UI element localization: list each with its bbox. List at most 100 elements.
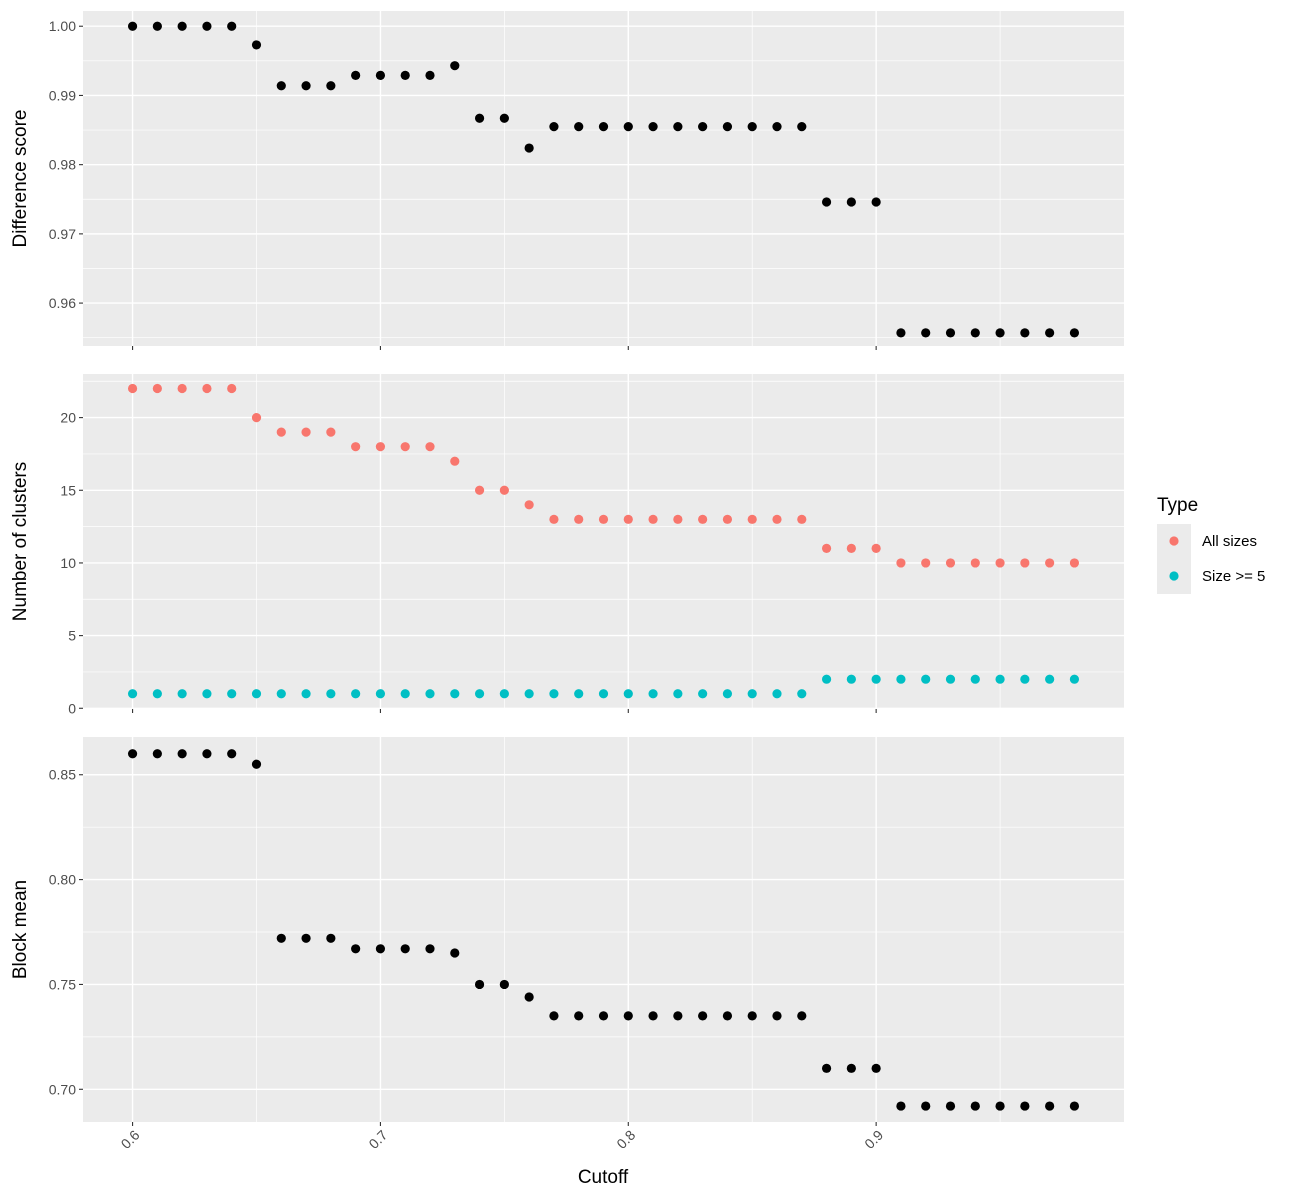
panel-1: 0.96 0.97 0.98 0.99 1.00 Difference score xyxy=(10,11,1124,350)
data-point xyxy=(499,485,509,495)
data-point xyxy=(177,689,187,699)
y-tick-label: 5 xyxy=(68,628,76,644)
data-point xyxy=(574,1011,584,1021)
data-point xyxy=(202,749,212,759)
data-point xyxy=(623,1011,633,1021)
data-point xyxy=(698,121,708,132)
data-point xyxy=(921,674,931,684)
data-point xyxy=(747,689,757,699)
data-point xyxy=(945,558,956,568)
data-point xyxy=(896,674,906,684)
data-point xyxy=(276,689,286,699)
data-point xyxy=(450,948,460,958)
data-point xyxy=(747,1011,757,1021)
y-tick-label: 0.96 xyxy=(49,295,76,311)
data-point xyxy=(251,413,262,423)
data-point xyxy=(871,1063,881,1073)
data-point xyxy=(1020,558,1030,568)
data-point xyxy=(326,933,336,943)
data-point xyxy=(474,979,485,990)
y-tick-label: 0.99 xyxy=(49,87,76,103)
data-point xyxy=(425,944,435,954)
data-point xyxy=(673,1011,683,1021)
data-point xyxy=(623,689,633,699)
data-point xyxy=(474,485,485,495)
data-point xyxy=(871,543,881,554)
legend-key-point xyxy=(1169,536,1179,546)
data-point xyxy=(450,689,460,699)
data-point xyxy=(648,514,658,524)
x-axis: 0.6 0.7 0.8 0.9 xyxy=(118,1127,887,1152)
data-point xyxy=(970,328,980,338)
data-point xyxy=(177,21,187,31)
data-point xyxy=(276,81,286,91)
x-tick-label: 0.8 xyxy=(613,1127,638,1152)
data-point xyxy=(722,689,733,699)
data-point xyxy=(648,689,658,699)
data-point xyxy=(499,689,509,699)
y-tick-label: 0.98 xyxy=(49,157,76,173)
x-tick-label: 0.6 xyxy=(118,1127,143,1152)
data-point xyxy=(995,1101,1005,1111)
data-point xyxy=(772,514,782,524)
y-axis-title: Block mean xyxy=(10,880,31,979)
data-point xyxy=(871,197,881,207)
data-point xyxy=(351,689,361,699)
data-point xyxy=(425,689,435,699)
data-point xyxy=(549,121,559,132)
data-point xyxy=(351,944,361,954)
data-point xyxy=(1020,674,1030,684)
data-point xyxy=(549,514,559,524)
data-point xyxy=(301,689,311,699)
data-point xyxy=(797,514,807,524)
data-point xyxy=(623,121,633,132)
data-point xyxy=(474,689,485,699)
data-point xyxy=(821,543,832,554)
data-point xyxy=(747,121,757,132)
panel-3: 0.70 0.75 0.80 0.85 Block mean xyxy=(10,737,1124,1126)
data-point xyxy=(871,674,881,684)
panel-background xyxy=(83,374,1124,709)
data-point xyxy=(772,1011,782,1021)
data-point xyxy=(1045,674,1055,684)
data-point xyxy=(202,383,212,394)
data-point xyxy=(1020,328,1030,338)
data-point xyxy=(177,383,187,394)
data-point xyxy=(846,674,856,684)
legend-entries: All sizes Size >= 5 xyxy=(1169,533,1265,585)
data-point xyxy=(747,514,757,524)
data-point xyxy=(400,70,410,80)
data-point xyxy=(821,1063,832,1073)
data-point xyxy=(152,689,162,699)
y-tick-label: 0.75 xyxy=(49,976,76,992)
data-point xyxy=(351,70,361,80)
x-tick-label: 0.7 xyxy=(365,1127,390,1152)
series-1 xyxy=(127,383,1080,568)
data-point xyxy=(896,328,906,338)
data-point xyxy=(772,689,782,699)
data-point xyxy=(846,1063,856,1073)
series-1 xyxy=(127,749,1080,1111)
data-point xyxy=(846,543,856,554)
data-point xyxy=(598,514,609,524)
data-point xyxy=(375,70,386,80)
legend-key-background xyxy=(1157,524,1191,594)
data-point xyxy=(896,1101,906,1111)
data-point xyxy=(722,121,733,132)
data-point xyxy=(276,427,286,437)
data-point xyxy=(499,113,509,123)
data-point xyxy=(152,383,162,394)
data-point xyxy=(1020,1101,1030,1111)
data-point xyxy=(995,558,1005,568)
data-point xyxy=(375,689,386,699)
data-point xyxy=(574,689,584,699)
data-point xyxy=(326,427,336,437)
data-point xyxy=(970,558,980,568)
panel-background xyxy=(83,737,1124,1122)
data-point xyxy=(375,442,386,452)
data-point xyxy=(722,1011,733,1021)
data-point xyxy=(896,558,906,568)
data-point xyxy=(648,1011,658,1021)
y-axis-title: Difference score xyxy=(10,110,31,248)
